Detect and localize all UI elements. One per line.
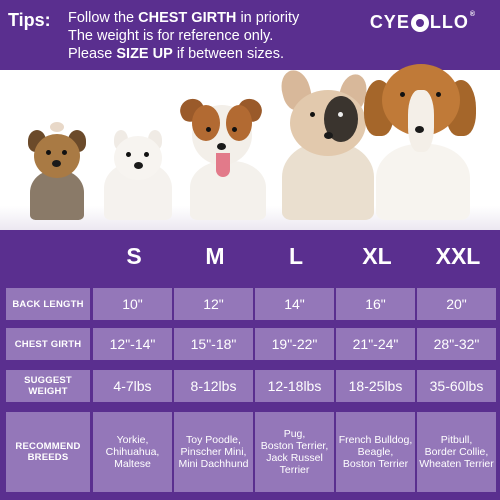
row-label: BACK LENGTH xyxy=(6,288,90,320)
cell-value: 16" xyxy=(336,288,415,320)
cell-value: 14" xyxy=(255,288,334,320)
cell-value: 12-18lbs xyxy=(255,370,334,402)
size-m: M xyxy=(205,243,225,269)
size-header-row: S M L XL XXL xyxy=(92,243,500,275)
beagle-dog xyxy=(362,60,480,220)
tips-banner: Tips: Follow the CHEST GIRTH in priority… xyxy=(0,0,500,70)
size-s: S xyxy=(126,243,142,269)
pomeranian-dog xyxy=(102,112,174,220)
yorkie-dog xyxy=(22,120,92,220)
row-recommend-breeds: RECOMMEND BREEDS Yorkie, Chihuahua, Malt… xyxy=(6,412,496,492)
dogs-photo xyxy=(0,64,500,230)
row-label: CHEST GIRTH xyxy=(6,328,90,360)
tips-text: Follow the CHEST GIRTH in priority The w… xyxy=(68,9,299,63)
french-bulldog-dog xyxy=(276,67,380,220)
size-xxl: XXL xyxy=(435,243,481,269)
size-xl: XL xyxy=(362,243,392,269)
cell-value: 28"-32" xyxy=(417,328,496,360)
cell-value: 18-25lbs xyxy=(336,370,415,402)
row-label: SUGGEST WEIGHT xyxy=(6,370,90,402)
cell-value: 35-60lbs xyxy=(417,370,496,402)
cell-value: 10" xyxy=(93,288,172,320)
row-label: RECOMMEND BREEDS xyxy=(6,412,90,492)
cell-value: Toy Poodle, Pinscher Mini, Mini Dachhund xyxy=(174,412,253,492)
size-l: L xyxy=(288,243,304,269)
cell-value: 19"-22" xyxy=(255,328,334,360)
cell-value: 15"-18" xyxy=(174,328,253,360)
tip-line-2: The weight is for reference only. xyxy=(68,28,274,44)
tips-label: Tips: xyxy=(8,10,51,30)
row-chest-girth: CHEST GIRTH 12"-14" 15"-18" 19"-22" 21"-… xyxy=(6,328,496,360)
paw-icon xyxy=(410,13,429,32)
cell-value: 21"-24" xyxy=(336,328,415,360)
cell-value: 12"-14" xyxy=(93,328,172,360)
cell-value: Yorkie, Chihuahua, Maltese xyxy=(93,412,172,492)
cell-value: French Bulldog, Beagle, Boston Terrier xyxy=(336,412,415,492)
cell-value: Pug, Boston Terrier, Jack Russel Terrier xyxy=(255,412,334,492)
cell-value: 4-7lbs xyxy=(93,370,172,402)
row-suggest-weight: SUGGEST WEIGHT 4-7lbs 8-12lbs 12-18lbs 1… xyxy=(6,370,496,402)
tip-line-3: Please SIZE UP if between sizes. xyxy=(68,46,285,62)
row-back-length: BACK LENGTH 10" 12" 14" 16" 20" xyxy=(6,288,496,320)
cell-value: 20" xyxy=(417,288,496,320)
tip-line-1: Follow the CHEST GIRTH in priority xyxy=(68,10,300,26)
jack-russell-dog xyxy=(176,95,276,220)
brand-logo: CYE LLO ® xyxy=(369,11,476,32)
cell-value: 8-12lbs xyxy=(174,370,253,402)
size-table: S M L XL XXL BACK LENGTH 10" 12" 14" 16"… xyxy=(0,230,500,500)
cell-value: 12" xyxy=(174,288,253,320)
cell-value: Pitbull, Border Collie, Wheaten Terrier xyxy=(417,412,496,492)
